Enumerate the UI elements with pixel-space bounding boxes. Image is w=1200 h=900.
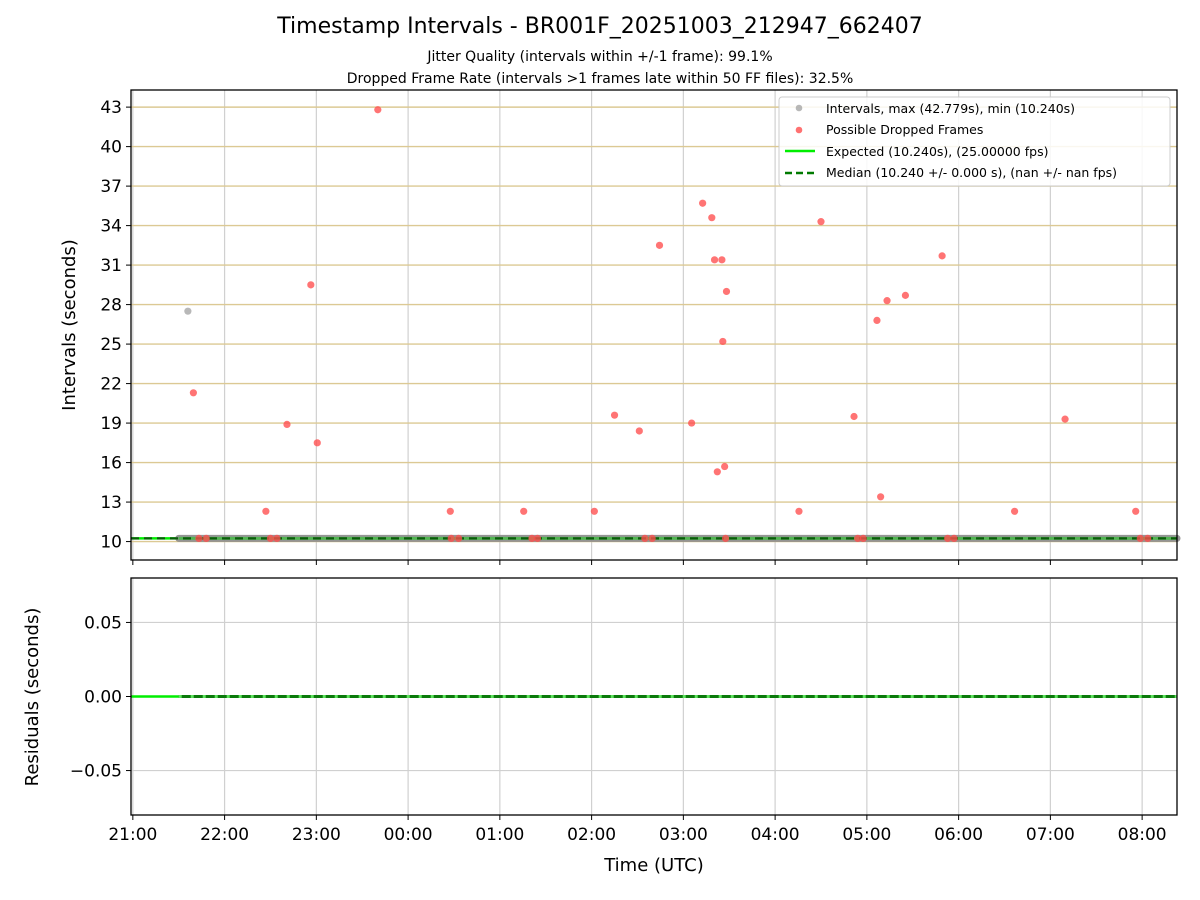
dropped-frame-point [655, 241, 664, 249]
top-y-tick-label: 34 [100, 217, 122, 237]
dropped-frame-point [873, 316, 881, 324]
legend: Intervals, max (42.779s), min (10.240s) … [778, 96, 1171, 187]
dropped-frame-point [795, 507, 803, 515]
top-y-tick-label: 40 [100, 138, 122, 158]
legend-label-intervals: Intervals, max (42.779s), min (10.240s) [826, 101, 1075, 116]
dropped-frame-point [713, 468, 721, 476]
top-y-tick-label: 37 [100, 177, 122, 197]
dropped-frame-point [877, 493, 885, 501]
x-tick-label: 07:00 [1026, 825, 1075, 845]
dropped-frame-point [283, 420, 291, 428]
interval-point [184, 307, 192, 315]
dropped-frame-point [641, 534, 649, 543]
dropped-frame-point [950, 534, 958, 543]
x-axis-label: Time (UTC) [603, 855, 704, 876]
dropped-frame-point [262, 507, 270, 515]
dropped-frame-point [454, 534, 463, 543]
legend-label-dropped: Possible Dropped Frames [826, 122, 983, 137]
top-y-tick-label: 13 [100, 493, 122, 513]
top-plot-data [131, 106, 1181, 543]
chart-subtitle-dropped: Dropped Frame Rate (intervals >1 frames … [346, 71, 854, 87]
dropped-frame-point [721, 534, 730, 543]
x-tick-label: 00:00 [384, 825, 433, 845]
dropped-frame-point [307, 281, 315, 289]
dropped-frame-point [446, 507, 454, 515]
x-tick-label: 01:00 [475, 825, 524, 845]
dropped-frame-point [718, 256, 726, 264]
bottom-y-tick-label: 0.00 [84, 688, 122, 708]
dropped-frame-point [883, 297, 891, 305]
x-tick-label: 04:00 [751, 825, 800, 845]
chart-subtitle-jitter: Jitter Quality (intervals within +/-1 fr… [427, 49, 773, 65]
dropped-frame-point [610, 411, 619, 419]
top-y-tick-label: 19 [100, 414, 122, 434]
x-tick-label: 21:00 [108, 825, 157, 845]
x-tick-label: 05:00 [842, 825, 891, 845]
dropped-frame-point [859, 534, 867, 543]
x-tick-label: 03:00 [659, 825, 708, 845]
top-y-tick-label: 31 [100, 256, 122, 276]
bottom-y-axis-label: Residuals (seconds) [22, 608, 43, 787]
x-tick-label: 08:00 [1118, 825, 1167, 845]
dropped-frame-point [374, 106, 382, 114]
top-x-ticks [132, 560, 1143, 565]
dropped-frame-point [635, 427, 643, 435]
dropped-frame-point [528, 534, 536, 543]
top-y-tick-label: 16 [100, 454, 122, 474]
legend-marker-dropped [795, 126, 803, 134]
dropped-frame-point [189, 389, 197, 397]
bottom-y-tick-label: 0.05 [84, 613, 122, 633]
dropped-frame-point [195, 534, 203, 543]
x-tick-label: 22:00 [200, 825, 249, 845]
dropped-frame-point [944, 534, 952, 543]
dropped-frame-point [688, 419, 696, 427]
chart-title: Timestamp Intervals - BR001F_20251003_21… [277, 14, 923, 39]
legend-label-expected: Expected (10.240s), (25.00000 fps) [826, 144, 1048, 159]
bottom-x-ticks: 21:00 22:00 23:00 00:00 01:00 02:00 03:00 04:00… [108, 815, 1167, 845]
dropped-frame-point [699, 199, 707, 207]
legend-box [778, 96, 1171, 187]
x-tick-label: 02:00 [567, 825, 616, 845]
top-y-tick-label: 43 [100, 98, 122, 118]
bottom-y-ticks: 0.05 0.00 −0.05 [70, 613, 131, 782]
bottom-y-tick-label: −0.05 [70, 762, 122, 782]
legend-marker-intervals [795, 104, 803, 112]
dropped-frame-point [1132, 507, 1140, 515]
top-y-tick-label: 10 [100, 533, 122, 553]
dropped-frame-point [719, 337, 727, 346]
dropped-frame-point [721, 462, 729, 471]
dropped-frame-point [273, 534, 281, 543]
x-tick-label: 06:00 [934, 825, 983, 845]
dropped-frame-point [533, 534, 542, 543]
top-y-tick-label: 22 [100, 375, 122, 395]
dropped-frame-point [710, 256, 719, 264]
dropped-frame-point [722, 287, 731, 296]
dropped-frame-point [850, 412, 858, 421]
dropped-frame-point [708, 214, 716, 222]
dropped-frame-point [1061, 415, 1069, 423]
dropped-frame-point [520, 507, 528, 515]
top-y-ticks: 10 13 16 19 22 25 28 31 34 37 40 43 [100, 98, 131, 553]
dropped-frame-point [447, 534, 455, 543]
dropped-frame-point [590, 507, 598, 515]
dropped-frame-point [266, 534, 275, 543]
dropped-frame-point [854, 534, 862, 543]
dropped-frame-point [313, 439, 321, 447]
top-y-axis-label: Intervals (seconds) [59, 239, 80, 411]
dropped-frame-point [202, 534, 210, 543]
dropped-frame-point [938, 252, 946, 260]
legend-label-median: Median (10.240 +/- 0.000 s), (nan +/- na… [826, 165, 1117, 180]
top-y-tick-label: 25 [100, 335, 122, 355]
dropped-frame-point [1010, 507, 1019, 515]
dropped-frame-point [1136, 534, 1144, 543]
dropped-frame-point [648, 534, 656, 543]
top-y-tick-label: 28 [100, 296, 122, 316]
top-plot-frame [130, 89, 1178, 561]
dropped-frame-point [901, 291, 910, 299]
x-tick-label: 23:00 [292, 825, 341, 845]
dropped-frame-point [1144, 534, 1152, 543]
dropped-frame-point [817, 218, 825, 226]
